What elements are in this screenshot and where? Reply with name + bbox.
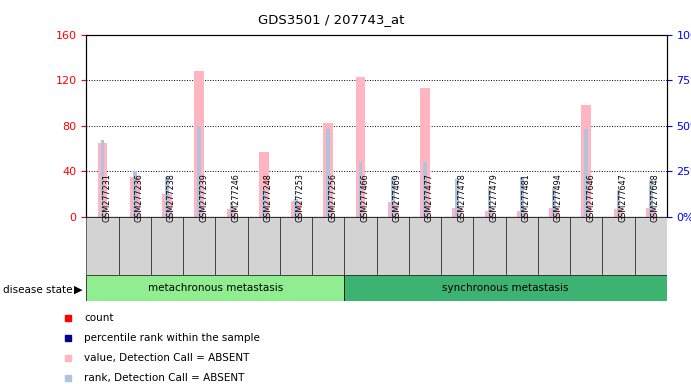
Text: GSM277647: GSM277647 — [618, 173, 627, 222]
Bar — [585, 129, 588, 217]
Bar — [247, 217, 280, 275]
Text: GSM277469: GSM277469 — [392, 173, 401, 222]
Bar — [162, 194, 172, 217]
Text: GSM277466: GSM277466 — [361, 173, 370, 222]
Bar — [549, 208, 559, 217]
Text: GSM277236: GSM277236 — [135, 173, 144, 222]
Bar — [649, 180, 652, 217]
Bar — [391, 177, 395, 217]
Bar — [97, 143, 107, 217]
Bar — [133, 171, 137, 217]
Bar — [227, 209, 236, 217]
Bar — [423, 162, 427, 217]
Text: GSM277479: GSM277479 — [489, 173, 498, 222]
Text: percentile rank within the sample: percentile rank within the sample — [84, 333, 260, 343]
Bar — [165, 177, 169, 217]
Bar — [506, 217, 538, 275]
Bar — [194, 71, 204, 217]
Bar — [388, 202, 397, 217]
Bar — [291, 201, 301, 217]
Text: GSM277231: GSM277231 — [102, 173, 111, 222]
Text: GSM277494: GSM277494 — [554, 173, 563, 222]
Bar — [262, 190, 265, 217]
Bar — [344, 275, 667, 301]
Text: GSM277239: GSM277239 — [199, 173, 208, 222]
Text: ▶: ▶ — [74, 285, 82, 295]
Bar — [356, 77, 366, 217]
Text: GSM277256: GSM277256 — [328, 173, 337, 222]
Bar — [453, 208, 462, 217]
Bar — [216, 217, 247, 275]
Bar — [294, 199, 298, 217]
Bar — [409, 217, 441, 275]
Bar — [101, 141, 104, 217]
Bar — [86, 275, 344, 301]
Text: GDS3501 / 207743_at: GDS3501 / 207743_at — [258, 13, 405, 26]
Bar — [603, 217, 634, 275]
Text: disease state: disease state — [3, 285, 73, 295]
Bar — [473, 217, 506, 275]
Bar — [312, 217, 344, 275]
Bar — [359, 162, 362, 217]
Bar — [259, 152, 269, 217]
Bar — [488, 186, 491, 217]
Bar — [183, 217, 216, 275]
Bar — [455, 179, 459, 217]
Bar — [517, 211, 527, 217]
Text: GSM277246: GSM277246 — [231, 173, 240, 222]
Bar — [420, 88, 430, 217]
Bar — [86, 217, 119, 275]
Bar — [323, 124, 333, 217]
Bar — [326, 129, 330, 217]
Bar — [552, 188, 556, 217]
Bar — [581, 105, 591, 217]
Bar — [229, 202, 234, 217]
Text: metachronous metastasis: metachronous metastasis — [148, 283, 283, 293]
Bar — [344, 217, 377, 275]
Text: GSM277478: GSM277478 — [457, 173, 466, 222]
Text: value, Detection Call = ABSENT: value, Detection Call = ABSENT — [84, 353, 249, 363]
Bar — [377, 217, 409, 275]
Text: synchronous metastasis: synchronous metastasis — [442, 283, 569, 293]
Text: count: count — [84, 313, 113, 323]
Bar — [614, 209, 623, 217]
Bar — [646, 208, 656, 217]
Bar — [484, 211, 494, 217]
Bar — [280, 217, 312, 275]
Text: GSM277248: GSM277248 — [264, 173, 273, 222]
Bar — [570, 217, 603, 275]
Bar — [151, 217, 183, 275]
Text: GSM277646: GSM277646 — [586, 173, 595, 222]
Text: GSM277477: GSM277477 — [425, 173, 434, 222]
Text: GSM277253: GSM277253 — [296, 173, 305, 222]
Text: GSM277481: GSM277481 — [522, 173, 531, 222]
Bar — [616, 190, 621, 217]
Bar — [634, 217, 667, 275]
Text: GSM277648: GSM277648 — [651, 173, 660, 222]
Bar — [198, 126, 201, 217]
Bar — [538, 217, 570, 275]
Bar — [119, 217, 151, 275]
Bar — [441, 217, 473, 275]
Bar — [130, 177, 140, 217]
Text: GSM277238: GSM277238 — [167, 173, 176, 222]
Text: rank, Detection Call = ABSENT: rank, Detection Call = ABSENT — [84, 373, 244, 383]
Bar — [520, 177, 524, 217]
